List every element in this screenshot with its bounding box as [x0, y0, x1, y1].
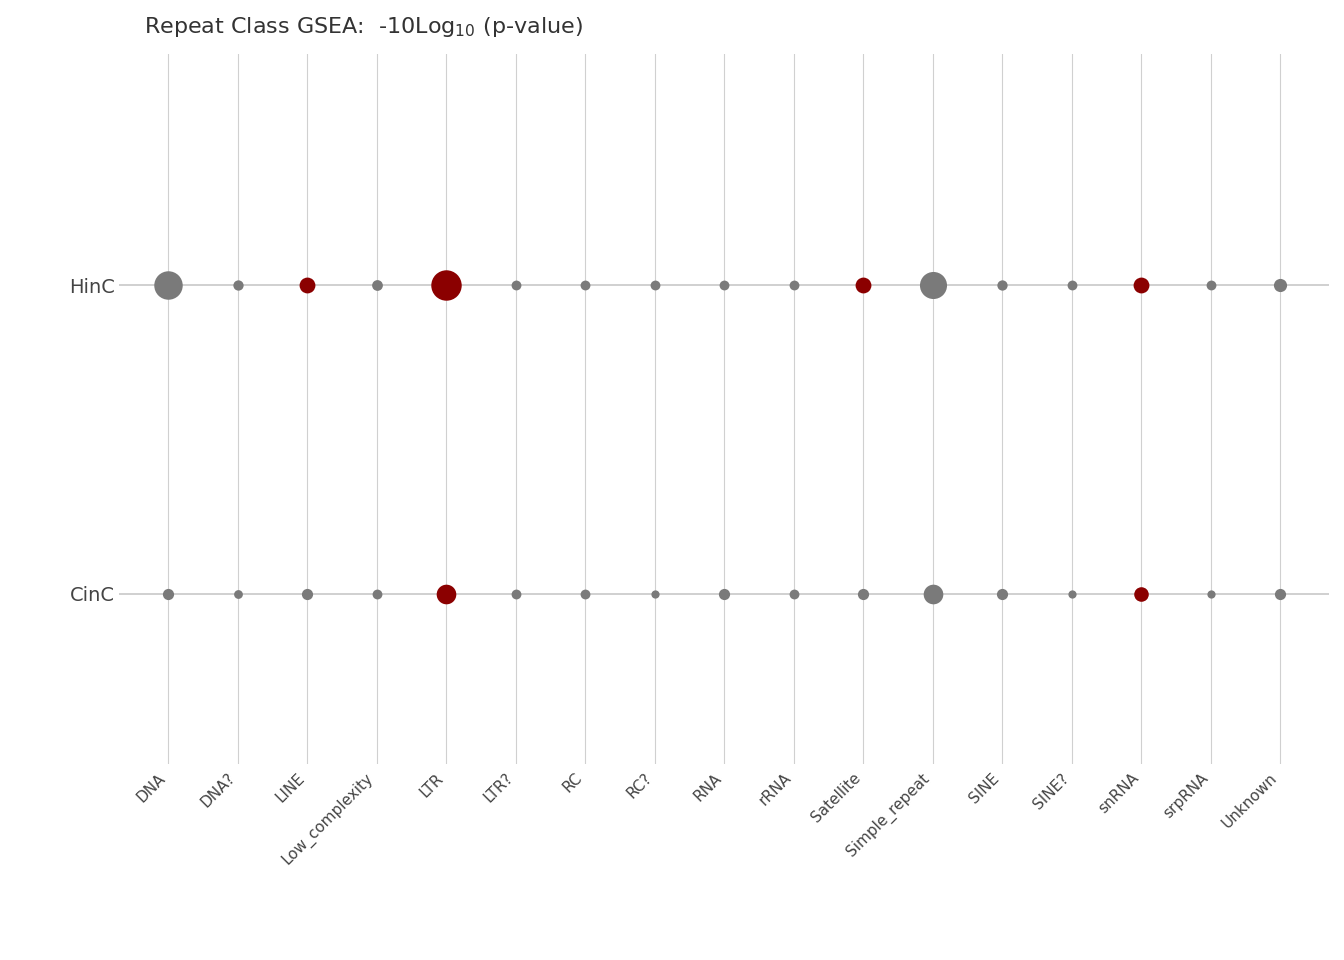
Point — [852, 587, 874, 602]
Point — [1130, 277, 1152, 293]
Point — [992, 277, 1013, 293]
Point — [157, 277, 179, 293]
Point — [922, 587, 943, 602]
Point — [992, 587, 1013, 602]
Point — [1270, 587, 1292, 602]
Point — [784, 587, 805, 602]
Point — [852, 277, 874, 293]
Point — [922, 277, 943, 293]
Point — [505, 277, 527, 293]
Point — [574, 587, 595, 602]
Point — [644, 587, 665, 602]
Point — [1200, 277, 1222, 293]
Point — [297, 277, 319, 293]
Point — [1130, 587, 1152, 602]
Point — [505, 587, 527, 602]
Point — [1270, 277, 1292, 293]
Point — [227, 587, 249, 602]
Point — [784, 277, 805, 293]
Text: Repeat Class GSEA:  -10Log$_{10}$ (p-value): Repeat Class GSEA: -10Log$_{10}$ (p-valu… — [144, 15, 582, 39]
Point — [435, 587, 457, 602]
Point — [574, 277, 595, 293]
Point — [1060, 587, 1082, 602]
Point — [1200, 587, 1222, 602]
Point — [714, 587, 735, 602]
Point — [1060, 277, 1082, 293]
Point — [644, 277, 665, 293]
Point — [157, 587, 179, 602]
Point — [227, 277, 249, 293]
Point — [714, 277, 735, 293]
Point — [297, 587, 319, 602]
Point — [366, 277, 387, 293]
Point — [366, 587, 387, 602]
Point — [435, 277, 457, 293]
